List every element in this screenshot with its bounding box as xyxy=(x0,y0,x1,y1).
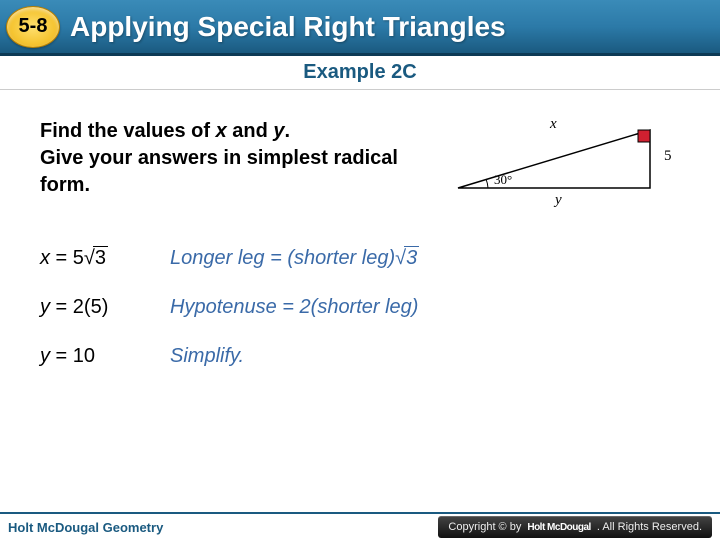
step-row: y = 10 Simplify. xyxy=(40,345,680,368)
triangle-outline xyxy=(458,130,650,188)
example-bar: Example 2C xyxy=(0,56,720,90)
prompt-line2: Give your answers in simplest radical fo… xyxy=(40,147,398,196)
sqrt-expr: √3 xyxy=(84,247,108,270)
step-var: x xyxy=(40,247,50,269)
step-right: Longer leg = (shorter leg)√3 xyxy=(170,247,419,270)
footer-copyright: Copyright © by Holt McDougal . All Right… xyxy=(438,516,712,538)
step-eq: = 5 xyxy=(50,247,84,269)
prompt-part: and xyxy=(227,120,274,142)
sqrt-radicand: 3 xyxy=(404,246,419,269)
solution-steps: x = 5√3 Longer leg = (shorter leg)√3 y =… xyxy=(40,247,680,368)
step-row: y = 2(5) Hypotenuse = 2(shorter leg) xyxy=(40,296,680,319)
prompt-part: . xyxy=(285,120,291,142)
content-area: Find the values of x and y. Give your an… xyxy=(0,90,720,404)
footer-brand: Holt McDougal Geometry xyxy=(8,520,163,535)
prompt-text: Find the values of x and y. Give your an… xyxy=(40,118,430,199)
diagram-label-5: 5 xyxy=(664,148,672,164)
copyright-tail: . All Rights Reserved. xyxy=(597,521,702,533)
triangle-diagram: x 5 30° y xyxy=(450,118,690,208)
step-left: x = 5√3 xyxy=(40,247,170,270)
right-angle-marker xyxy=(638,130,650,142)
lesson-badge: 5-8 xyxy=(6,6,60,48)
sqrt-radicand: 3 xyxy=(93,246,108,269)
copyright-text: Copyright © by xyxy=(448,521,521,533)
footer-bar: Holt McDougal Geometry Copyright © by Ho… xyxy=(0,512,720,540)
step-left: y = 2(5) xyxy=(40,296,170,319)
lesson-number: 5-8 xyxy=(19,15,48,38)
step-explain: Longer leg = (shorter leg) xyxy=(170,247,395,269)
angle-arc xyxy=(486,179,488,188)
step-row: x = 5√3 Longer leg = (shorter leg)√3 xyxy=(40,247,680,270)
step-right: Hypotenuse = 2(shorter leg) xyxy=(170,296,418,319)
step-right: Simplify. xyxy=(170,345,244,368)
header-bar: 5-8 Applying Special Right Triangles xyxy=(0,0,720,56)
sqrt-expr: √3 xyxy=(395,247,419,270)
diagram-label-x: x xyxy=(549,118,557,132)
example-label: Example 2C xyxy=(303,61,416,84)
prompt-var-x: x xyxy=(216,120,227,142)
prompt-var-y: y xyxy=(273,120,284,142)
diagram-label-y: y xyxy=(553,192,562,208)
prompt-part: Find the values of xyxy=(40,120,216,142)
step-left: y = 10 xyxy=(40,345,170,368)
copyright-brand: Holt McDougal xyxy=(527,522,591,533)
header-title: Applying Special Right Triangles xyxy=(70,11,506,43)
diagram-label-angle: 30° xyxy=(494,172,512,187)
